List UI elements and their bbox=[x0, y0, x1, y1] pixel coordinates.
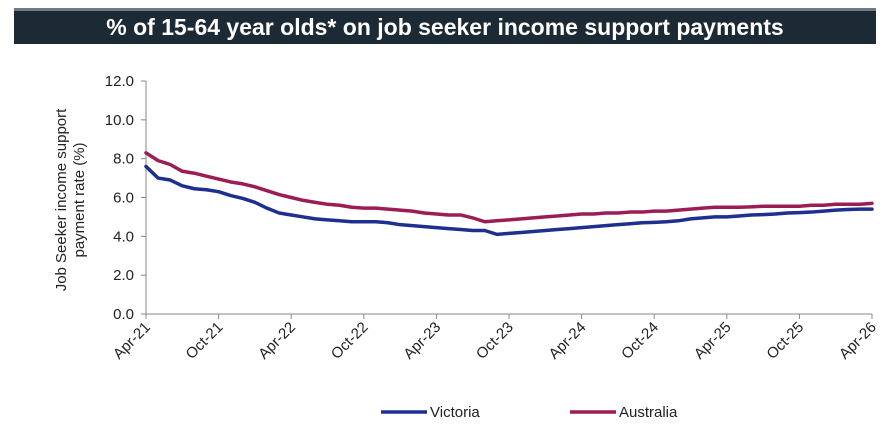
x-tick-label: Oct-23 bbox=[473, 319, 517, 363]
x-tick-label: Apr-26 bbox=[836, 319, 880, 363]
x-tick-labels: Apr-21 Oct-21 Apr-22 Oct-22 Apr-23 Oct-23 Apr-… bbox=[110, 319, 880, 363]
y-tick-label: 0.0 bbox=[113, 306, 134, 323]
chart-title: % of 15-64 year olds* on job seeker inco… bbox=[106, 14, 784, 40]
axes bbox=[141, 80, 873, 319]
x-tick-label: Apr-23 bbox=[400, 319, 444, 363]
y-tick-label: 2.0 bbox=[113, 267, 134, 284]
y-tick-label: 10.0 bbox=[105, 112, 134, 129]
x-tick-label: Apr-24 bbox=[546, 319, 590, 363]
x-tick-label: Oct-21 bbox=[183, 319, 227, 363]
legend-label-australia: Australia bbox=[619, 404, 678, 421]
y-axis-title-line-1: Job Seeker income support bbox=[53, 108, 70, 291]
series-line-australia bbox=[144, 151, 874, 224]
x-tick-label: Oct-25 bbox=[763, 319, 807, 363]
y-tick-label: 4.0 bbox=[113, 228, 134, 245]
x-tick-label: Oct-24 bbox=[618, 319, 662, 363]
x-tick-label: Apr-21 bbox=[110, 319, 154, 363]
y-axis-title-line-2: payment rate (%) bbox=[71, 142, 88, 257]
y-tick-labels: 12.0 10.0 8.0 6.0 4.0 2.0 0.0 bbox=[105, 73, 134, 323]
x-tick-label: Apr-25 bbox=[691, 319, 735, 363]
x-tick-label: Apr-22 bbox=[255, 319, 299, 363]
series-line-victoria bbox=[144, 164, 874, 237]
legend: Victoria Australia bbox=[381, 404, 678, 421]
y-tick-label: 6.0 bbox=[113, 190, 134, 207]
y-tick-label: 8.0 bbox=[113, 151, 134, 168]
y-axis-title: Job Seeker income support payment rate (… bbox=[53, 108, 88, 291]
x-tick-label: Oct-22 bbox=[328, 319, 372, 363]
series-lines bbox=[144, 151, 874, 237]
legend-label-victoria: Victoria bbox=[430, 404, 480, 421]
y-tick-label: 12.0 bbox=[105, 73, 134, 90]
chart-title-bar: % of 15-64 year olds* on job seeker inco… bbox=[14, 8, 876, 44]
